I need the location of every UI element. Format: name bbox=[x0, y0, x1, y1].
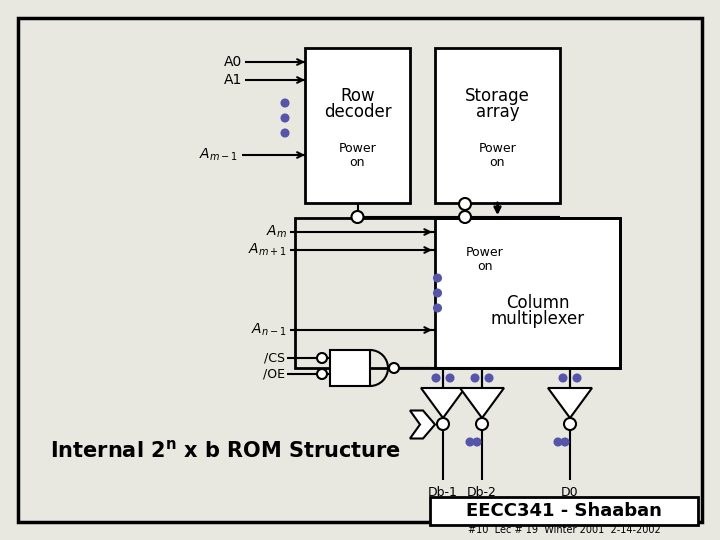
Circle shape bbox=[459, 198, 471, 210]
Text: A0: A0 bbox=[224, 55, 242, 69]
Bar bbox=[305, 48, 410, 203]
Circle shape bbox=[574, 375, 580, 381]
Text: Internal 2$^{\mathbf{n}}$ x b ROM Structure: Internal 2$^{\mathbf{n}}$ x b ROM Struct… bbox=[50, 439, 401, 461]
Circle shape bbox=[433, 375, 439, 381]
Bar bbox=[295, 218, 620, 368]
Text: on: on bbox=[477, 260, 492, 273]
Circle shape bbox=[434, 274, 441, 281]
Polygon shape bbox=[460, 388, 504, 418]
Text: #10  Lec # 19  Winter 2001  2-14-2002: #10 Lec # 19 Winter 2001 2-14-2002 bbox=[467, 525, 660, 535]
Bar bbox=[430, 497, 698, 525]
Polygon shape bbox=[421, 388, 465, 418]
Circle shape bbox=[282, 114, 289, 122]
Text: Power: Power bbox=[466, 246, 504, 260]
Circle shape bbox=[559, 375, 567, 381]
Circle shape bbox=[472, 375, 479, 381]
Text: decoder: decoder bbox=[324, 103, 391, 121]
Circle shape bbox=[459, 211, 471, 223]
Text: array: array bbox=[476, 103, 519, 121]
Circle shape bbox=[437, 418, 449, 430]
Text: Db-1: Db-1 bbox=[428, 485, 458, 498]
Bar bbox=[435, 218, 620, 368]
Text: EECC341 - Shaaban: EECC341 - Shaaban bbox=[466, 502, 662, 520]
Circle shape bbox=[282, 130, 289, 137]
Circle shape bbox=[564, 418, 576, 430]
Text: on: on bbox=[350, 156, 365, 168]
Text: Storage: Storage bbox=[465, 87, 530, 105]
Text: Column: Column bbox=[505, 294, 570, 312]
Text: A1: A1 bbox=[224, 73, 242, 87]
Text: /CS: /CS bbox=[264, 352, 285, 365]
Circle shape bbox=[554, 438, 562, 445]
Circle shape bbox=[474, 438, 480, 445]
Circle shape bbox=[351, 211, 364, 223]
Bar bbox=[435, 48, 560, 203]
Bar bbox=[330, 350, 370, 386]
Circle shape bbox=[434, 289, 441, 296]
Text: Power: Power bbox=[479, 141, 516, 154]
Text: Row: Row bbox=[340, 87, 375, 105]
Polygon shape bbox=[548, 388, 592, 418]
Text: /OE: /OE bbox=[263, 368, 285, 381]
Circle shape bbox=[446, 375, 454, 381]
Circle shape bbox=[317, 369, 327, 379]
Text: multiplexer: multiplexer bbox=[490, 310, 585, 328]
Circle shape bbox=[467, 438, 474, 445]
Text: on: on bbox=[490, 156, 505, 168]
Circle shape bbox=[562, 438, 569, 445]
Text: Power: Power bbox=[338, 141, 377, 154]
Text: $A_{m}$: $A_{m}$ bbox=[266, 224, 287, 240]
Text: D0: D0 bbox=[561, 485, 579, 498]
Circle shape bbox=[389, 363, 399, 373]
Text: $A_{m-1}$: $A_{m-1}$ bbox=[199, 147, 238, 163]
Circle shape bbox=[485, 375, 492, 381]
Circle shape bbox=[282, 99, 289, 106]
Circle shape bbox=[434, 305, 441, 312]
Circle shape bbox=[476, 418, 488, 430]
Circle shape bbox=[317, 353, 327, 363]
Text: $A_{m+1}$: $A_{m+1}$ bbox=[248, 242, 287, 258]
Text: Db-2: Db-2 bbox=[467, 485, 497, 498]
Text: $A_{n-1}$: $A_{n-1}$ bbox=[251, 322, 287, 338]
Polygon shape bbox=[410, 410, 435, 438]
